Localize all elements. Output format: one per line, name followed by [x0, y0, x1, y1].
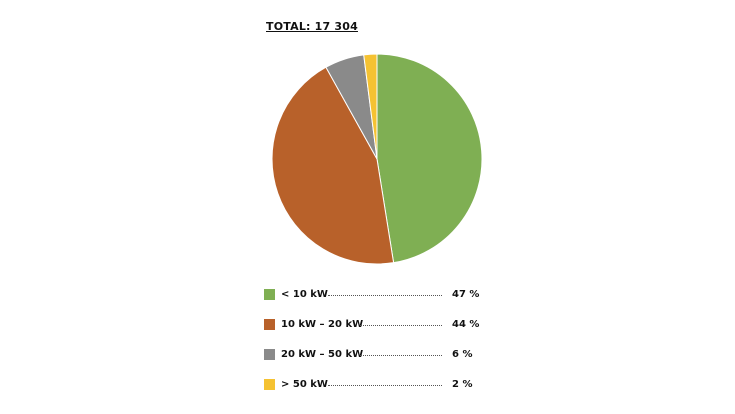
legend-leader-line: [328, 385, 442, 386]
legend-item-lt-10kw: < 10 kW 47 %: [264, 288, 484, 302]
legend-swatch: [264, 319, 275, 330]
pie-slice-1: [271, 66, 395, 265]
legend-value: 2 %: [452, 379, 473, 390]
legend-value: 44 %: [452, 319, 480, 330]
legend-item-10-20kw: 10 kW – 20 kW 44 %: [264, 318, 484, 332]
legend-value: 6 %: [452, 349, 473, 360]
chart-title: TOTAL: 17 304: [266, 20, 358, 33]
legend-label: > 50 kW: [281, 379, 328, 390]
legend-leader-line: [360, 325, 442, 326]
pie-slice-3: [363, 53, 378, 160]
legend-label: < 10 kW: [281, 289, 328, 300]
legend-swatch: [264, 289, 275, 300]
legend-swatch: [264, 379, 275, 390]
legend-label: 20 kW – 50 kW: [281, 349, 364, 360]
legend-label: 10 kW – 20 kW: [281, 319, 364, 330]
legend-value: 47 %: [452, 289, 480, 300]
legend-swatch: [264, 349, 275, 360]
legend-leader-line: [328, 295, 442, 296]
legend-item-gt-50kw: > 50 kW 2 %: [264, 378, 484, 392]
legend-leader-line: [360, 355, 442, 356]
legend-item-20-50kw: 20 kW – 50 kW 6 %: [264, 348, 484, 362]
pie-slice-0: [376, 53, 483, 264]
